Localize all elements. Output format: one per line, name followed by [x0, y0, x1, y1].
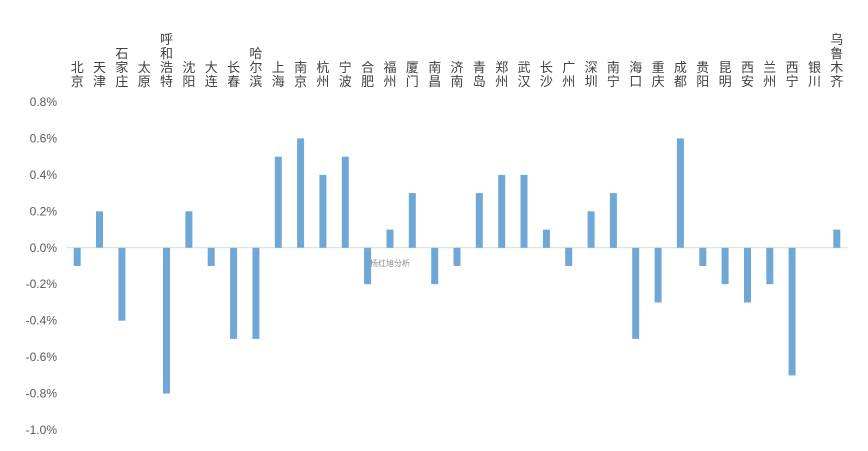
bar [453, 247, 461, 266]
category-label: 郑州 [495, 61, 508, 90]
bar [766, 247, 774, 285]
bar [654, 247, 662, 303]
bar [96, 211, 103, 248]
y-tick-label: 0.2% [30, 204, 58, 218]
category-label: 杭州 [316, 61, 329, 90]
category-label: 福州 [383, 61, 396, 90]
y-axis-tick-labels: 0.8% 0.6% 0.4% 0.2% 0.0% -0.2% -0.4% -0.6% -0.8%… [26, 95, 58, 437]
bar [475, 193, 483, 248]
category-label: 呼和浩特 [160, 33, 173, 90]
bar [408, 193, 416, 248]
bar [118, 247, 126, 321]
bar [252, 247, 260, 339]
category-label: 沈阳 [182, 61, 195, 90]
bar [498, 174, 506, 248]
y-tick-label: -0.8% [26, 387, 58, 401]
category-label: 西安 [741, 61, 754, 90]
category-label: 南昌 [428, 60, 441, 90]
category-label: 青岛 [473, 61, 486, 90]
category-label: 银川 [808, 61, 821, 90]
bar [565, 247, 573, 266]
watermark-text: 杨红旭分析 [370, 258, 410, 268]
category-label: 济南 [450, 61, 463, 90]
y-tick-label: -0.4% [26, 314, 58, 328]
category-label: 大连 [205, 61, 218, 90]
bar [431, 247, 439, 285]
category-label: 太原 [138, 61, 151, 90]
y-tick-label: -0.2% [26, 277, 58, 291]
bar [163, 247, 170, 394]
category-label: 兰州 [763, 61, 776, 90]
bar [699, 247, 707, 266]
y-tick-label: 0.8% [30, 95, 58, 109]
bar [676, 138, 684, 248]
category-label: 天津 [93, 61, 106, 90]
y-tick-label: 0.0% [30, 241, 58, 255]
category-label: 宁波 [339, 60, 352, 90]
category-label: 西宁 [786, 61, 799, 90]
bar [364, 247, 372, 285]
bar [73, 247, 81, 266]
category-label: 海口 [629, 61, 642, 90]
y-tick-label: -1.0% [26, 423, 58, 437]
bar [520, 174, 528, 248]
bar [185, 211, 193, 248]
bar [609, 193, 617, 248]
bar [788, 247, 796, 376]
bar [721, 247, 729, 285]
bar [274, 156, 282, 248]
category-label: 贵阳 [696, 61, 709, 90]
category-label: 上海 [272, 61, 285, 90]
bar [632, 247, 640, 339]
category-label: 北京 [71, 61, 84, 90]
category-label: 长沙 [540, 61, 553, 90]
category-label: 南京 [294, 60, 307, 90]
y-tick-label: 0.4% [30, 168, 58, 182]
category-label: 武汉 [517, 61, 530, 90]
category-label: 厦门 [406, 61, 419, 90]
y-tick-label: 0.6% [30, 131, 58, 145]
category-labels: 北京天津石家庄太原呼和浩特沈阳大连长春哈尔滨上海南京杭州宁波合肥福州厦门南昌济南… [71, 32, 844, 90]
category-label: 乌鲁木齐 [830, 32, 843, 90]
bar [207, 247, 215, 266]
category-label: 石家庄 [115, 47, 128, 90]
bar [833, 229, 841, 248]
category-label: 长春 [227, 61, 240, 90]
category-label: 重庆 [652, 60, 665, 90]
category-label: 广州 [562, 61, 575, 90]
bar [297, 138, 305, 248]
category-label: 哈尔滨 [249, 47, 262, 90]
bar [341, 156, 349, 248]
bar [386, 229, 394, 248]
bar [542, 229, 550, 248]
category-label: 成都 [674, 61, 687, 90]
category-label: 合肥 [361, 61, 374, 90]
category-label: 南宁 [607, 60, 620, 90]
y-tick-label: -0.6% [26, 350, 58, 364]
bar [230, 247, 238, 339]
bars [73, 138, 841, 394]
bar [744, 247, 751, 303]
category-label: 深圳 [585, 61, 598, 90]
bar [587, 211, 595, 248]
bar [319, 174, 327, 248]
category-label: 昆明 [719, 61, 732, 90]
